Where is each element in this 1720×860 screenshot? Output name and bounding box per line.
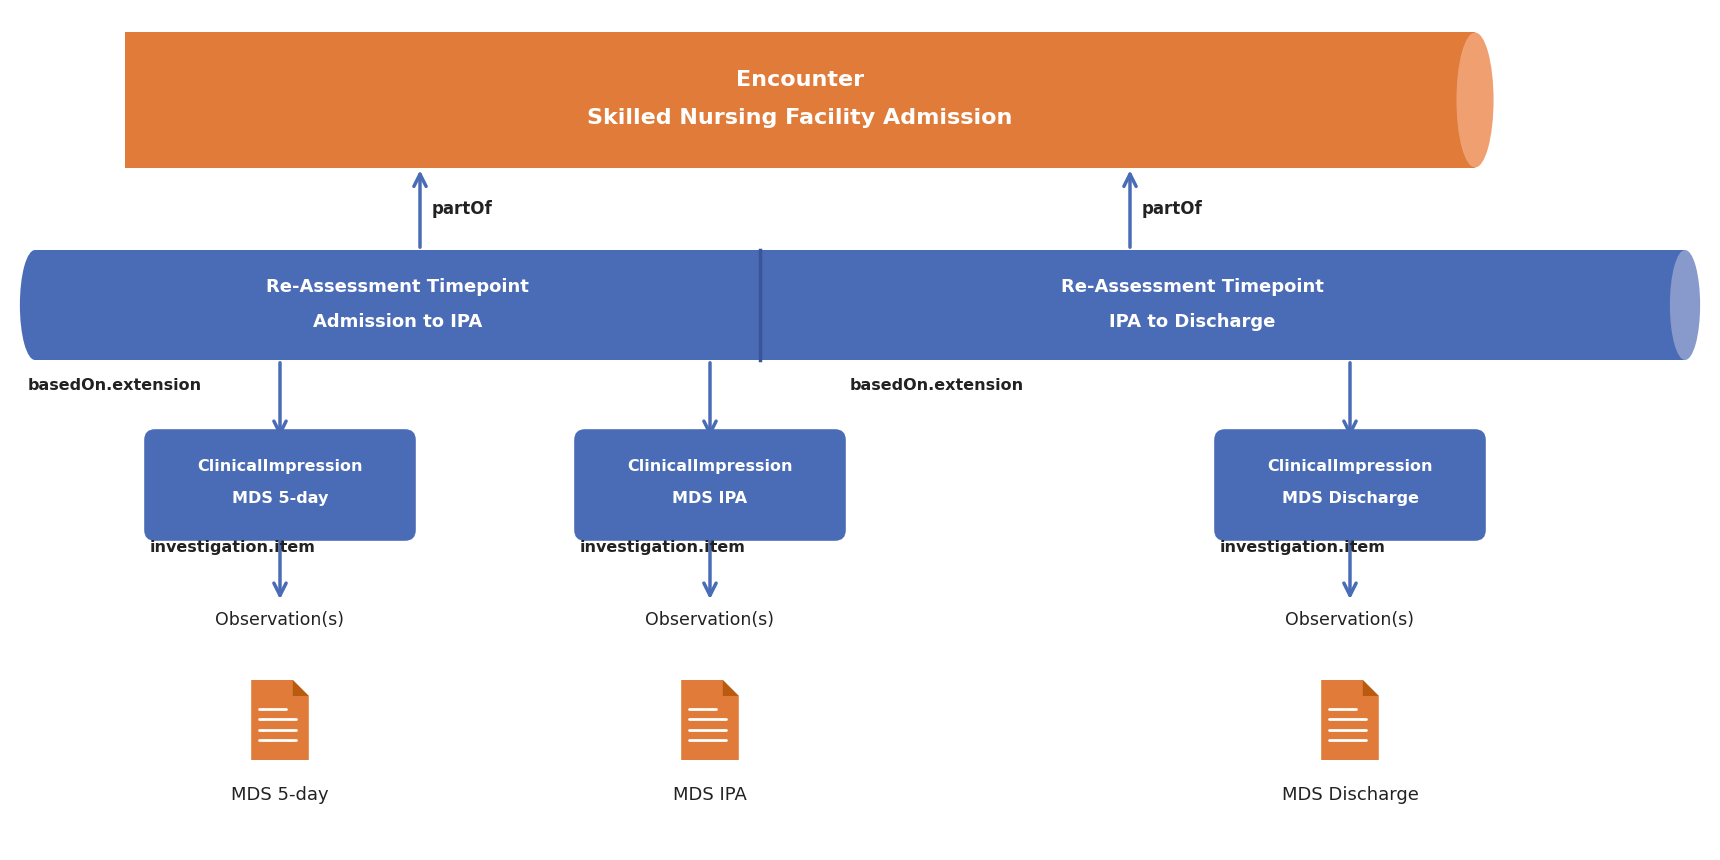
- Polygon shape: [681, 680, 740, 760]
- Text: investigation.item: investigation.item: [150, 540, 316, 555]
- Text: MDS 5-day: MDS 5-day: [232, 492, 329, 507]
- Text: IPA to Discharge: IPA to Discharge: [1109, 313, 1276, 331]
- Text: partOf: partOf: [432, 200, 492, 218]
- Text: MDS 5-day: MDS 5-day: [230, 786, 329, 804]
- Ellipse shape: [1457, 33, 1493, 168]
- FancyBboxPatch shape: [574, 429, 846, 541]
- Ellipse shape: [21, 250, 50, 360]
- Text: ClinicalImpression: ClinicalImpression: [198, 459, 363, 475]
- Text: MDS IPA: MDS IPA: [673, 492, 748, 507]
- Text: Skilled Nursing Facility Admission: Skilled Nursing Facility Admission: [587, 108, 1013, 128]
- Text: MDS IPA: MDS IPA: [673, 786, 746, 804]
- Text: basedOn.extension: basedOn.extension: [850, 378, 1023, 393]
- Text: MDS Discharge: MDS Discharge: [1281, 492, 1419, 507]
- FancyBboxPatch shape: [144, 429, 416, 541]
- Text: investigation.item: investigation.item: [580, 540, 746, 555]
- Text: basedOn.extension: basedOn.extension: [28, 378, 203, 393]
- Text: Re-Assessment Timepoint: Re-Assessment Timepoint: [267, 278, 530, 296]
- Polygon shape: [1321, 680, 1379, 760]
- Text: Admission to IPA: Admission to IPA: [313, 313, 482, 331]
- Text: Observation(s): Observation(s): [215, 611, 344, 629]
- FancyBboxPatch shape: [1214, 429, 1486, 541]
- Polygon shape: [292, 680, 310, 696]
- Bar: [34, 250, 1686, 360]
- Polygon shape: [251, 680, 310, 760]
- Text: Re-Assessment Timepoint: Re-Assessment Timepoint: [1061, 278, 1324, 296]
- Text: ClinicalImpression: ClinicalImpression: [628, 459, 793, 475]
- Polygon shape: [722, 680, 740, 696]
- Text: investigation.item: investigation.item: [1219, 540, 1386, 555]
- Polygon shape: [1362, 680, 1379, 696]
- Text: MDS Discharge: MDS Discharge: [1281, 786, 1419, 804]
- Text: Encounter: Encounter: [736, 70, 863, 90]
- Text: partOf: partOf: [1142, 200, 1202, 218]
- Text: ClinicalImpression: ClinicalImpression: [1268, 459, 1433, 475]
- Bar: [126, 33, 1476, 168]
- Text: Observation(s): Observation(s): [645, 611, 774, 629]
- Bar: [0, 33, 126, 168]
- Text: Observation(s): Observation(s): [1285, 611, 1414, 629]
- Ellipse shape: [1670, 250, 1699, 360]
